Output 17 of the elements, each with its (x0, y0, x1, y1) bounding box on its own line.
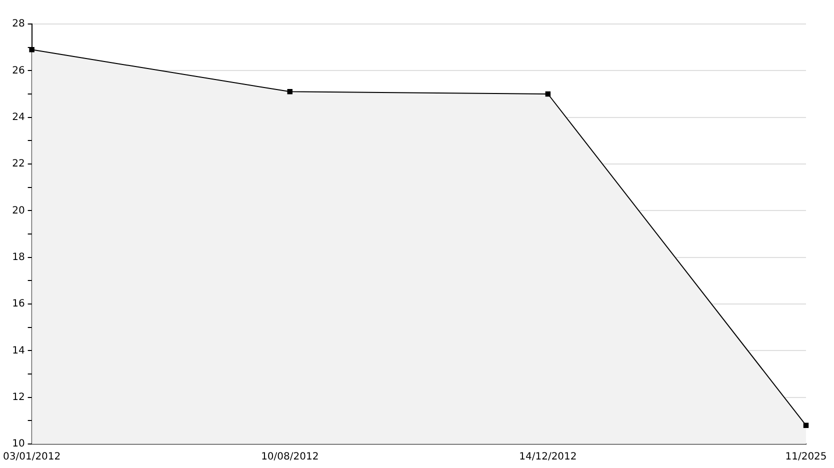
y-tick-label: 26 (12, 65, 25, 76)
y-tick-label: 24 (12, 112, 25, 123)
y-tick-label: 22 (12, 158, 25, 170)
y-tick-label: 20 (12, 205, 25, 216)
y-tick-label: 10 (12, 438, 25, 450)
x-tick-label: 14/12/2012 (519, 452, 577, 463)
x-tick-label: 10/08/2012 (261, 452, 319, 463)
point (545, 91, 551, 97)
y-tick-label: 28 (12, 18, 25, 30)
x-tick-label: 03/01/2012 (3, 452, 61, 463)
y-tick-label: 12 (12, 392, 25, 403)
point (803, 422, 809, 428)
point (287, 89, 292, 94)
x-tick-label: 11/2025 (785, 452, 827, 463)
y-tick-label: 14 (12, 345, 25, 356)
y-tick-label: 18 (12, 252, 25, 263)
y-tick-label: 16 (12, 298, 25, 310)
